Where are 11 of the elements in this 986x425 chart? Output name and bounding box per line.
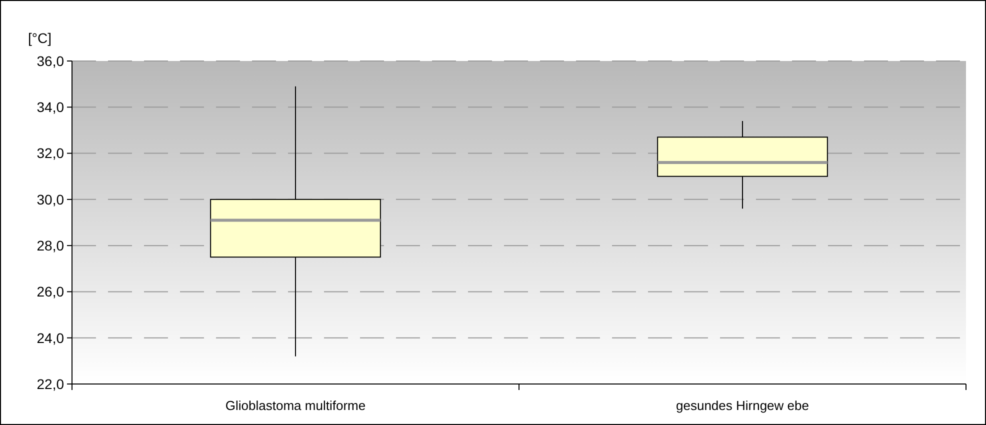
- y-tick-label: 22,0: [36, 376, 64, 392]
- y-axis-title: [°C]: [28, 30, 52, 46]
- y-tick-label: 28,0: [36, 237, 64, 254]
- x-tick-label: gesundes Hirngew ebe: [676, 398, 809, 413]
- y-tick-label: 26,0: [36, 284, 64, 300]
- y-tick-label: 30,0: [36, 191, 64, 208]
- x-tick-label: Glioblastoma multiforme: [225, 398, 366, 413]
- y-tick-label: 34,0: [36, 99, 64, 116]
- y-tick-label: 36,0: [36, 52, 64, 69]
- y-tick-label: 32,0: [36, 145, 64, 162]
- y-tick-label: 24,0: [36, 330, 64, 346]
